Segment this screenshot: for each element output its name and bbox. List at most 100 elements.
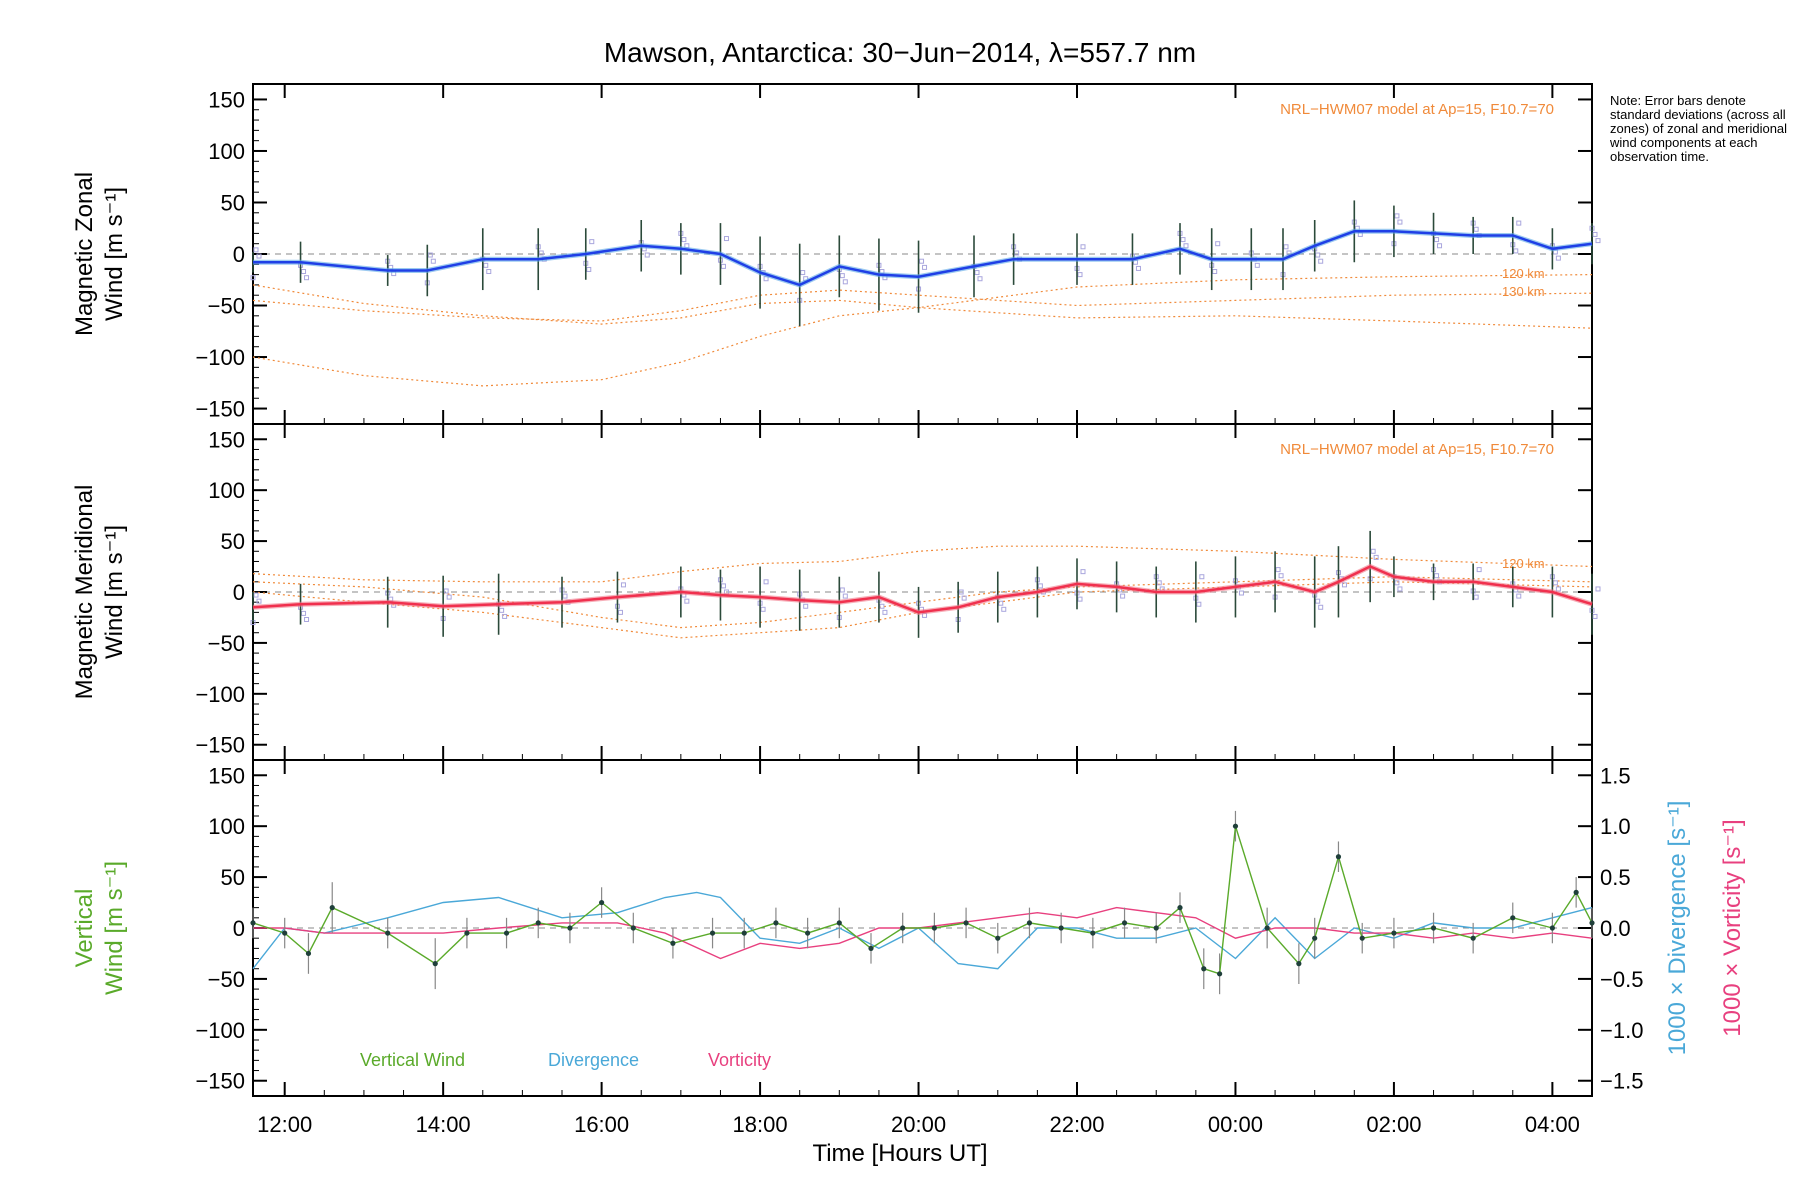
x-tick-label: 12:00	[257, 1112, 312, 1137]
right-tick-label: 0.5	[1600, 865, 1631, 890]
scatter-point-zonal	[1254, 262, 1260, 268]
chart-title: Mawson, Antarctica: 30−Jun−2014, λ=557.7…	[604, 37, 1196, 68]
scatter-point-zonal	[486, 269, 492, 275]
scatter-point-zonal	[1555, 255, 1561, 261]
scatter-point-meridional	[961, 595, 967, 601]
scatter-point-zonal	[842, 279, 848, 285]
y-tick-label-zonal: 50	[221, 190, 245, 215]
model-label-meridional: NRL−HWM07 model at Ap=15, F10.7=70	[1280, 441, 1554, 458]
x-tick-label: 22:00	[1049, 1112, 1104, 1137]
scatter-point-meridional	[1595, 586, 1601, 592]
vertical-wind-point	[1589, 920, 1595, 926]
scatter-point-meridional	[301, 610, 307, 616]
y-tick-label-meridional: −150	[195, 733, 245, 758]
vertical-wind-point	[282, 930, 288, 936]
y-tick-label-zonal: −150	[195, 397, 245, 422]
scatter-point-meridional	[1196, 601, 1202, 607]
vertical-wind-point	[868, 945, 874, 951]
x-tick-label: 14:00	[416, 1112, 471, 1137]
scatter-point-zonal	[977, 276, 983, 282]
x-tick-label: 16:00	[574, 1112, 629, 1137]
y-tick-label-vertical: 100	[208, 814, 245, 839]
model-curve-meridional	[252, 581, 1593, 639]
vertical-wind-point	[1201, 966, 1207, 972]
scatter-point-meridional	[1156, 580, 1162, 586]
scatter-point-zonal	[1473, 226, 1479, 232]
scatter-point-zonal	[1215, 241, 1221, 247]
vertical-wind-point	[709, 930, 716, 936]
vertical-wind-point	[250, 920, 256, 926]
scatter-point-zonal	[1434, 237, 1440, 243]
y-tick-label-vertical: 150	[208, 763, 245, 788]
scatter-point-meridional	[1315, 598, 1321, 604]
y-tick-label-zonal: −100	[195, 345, 245, 370]
vertical-wind-point	[995, 935, 1001, 941]
scatter-point-meridional	[1394, 580, 1400, 586]
y-tick-label-meridional: 50	[221, 529, 245, 554]
right-tick-label: 1.0	[1600, 814, 1631, 839]
x-tick-label: 04:00	[1525, 1112, 1580, 1137]
scatter-point-meridional	[720, 583, 726, 589]
legend-entry-2: Vorticity	[708, 1050, 771, 1070]
y-axis-label-line2-meridional: Wind [m s⁻¹]	[101, 525, 128, 659]
scatter-point-meridional	[620, 582, 626, 588]
model-height-label-zonal: 130 km	[1502, 284, 1545, 299]
scatter-point-zonal	[1135, 265, 1141, 271]
scatter-point-zonal	[1080, 244, 1086, 250]
right-axis-label-vorticity: 1000 × Vorticity [s⁻¹]	[1719, 819, 1746, 1036]
scatter-point-zonal	[1437, 243, 1443, 249]
scatter-point-meridional	[1516, 593, 1522, 599]
scatter-point-zonal	[800, 270, 806, 276]
y-axis-label-line2-vertical: Wind [m s⁻¹]	[101, 861, 128, 995]
scatter-point-meridional	[562, 593, 568, 599]
vertical-wind-point	[1177, 905, 1183, 911]
vertical-wind-point	[1026, 920, 1033, 926]
vertical-wind-point	[503, 930, 510, 936]
scatter-point-meridional	[1238, 590, 1244, 596]
vertical-wind-point	[1549, 925, 1555, 931]
scatter-point-zonal	[1397, 219, 1403, 225]
vertical-wind-point	[963, 920, 969, 926]
legend-entry-1: Divergence	[548, 1050, 639, 1070]
scatter-point-meridional	[1318, 604, 1324, 610]
vertical-wind-point	[836, 920, 842, 926]
error-bar-note-box: Note: Error bars denote standard deviati…	[1610, 94, 1788, 164]
scatter-point-meridional	[684, 598, 690, 604]
scatter-point-zonal	[1315, 252, 1321, 258]
scatter-point-zonal	[304, 275, 310, 281]
vertical-wind-point	[464, 930, 470, 936]
vertical-wind-point	[1121, 920, 1128, 926]
scatter-point-meridional	[998, 600, 1004, 606]
scatter-point-zonal	[301, 269, 307, 275]
vertical-wind-point	[1430, 925, 1437, 931]
scatter-point-meridional	[443, 588, 449, 594]
scatter-point-zonal	[538, 250, 544, 256]
vertical-wind-point	[630, 925, 636, 931]
vertical-wind-point	[1264, 925, 1270, 931]
scatter-point-meridional	[256, 598, 262, 604]
y-tick-label-zonal: 150	[208, 87, 245, 112]
scatter-point-zonal	[681, 237, 687, 243]
scatter-point-meridional	[1199, 574, 1205, 580]
y-tick-label-zonal: −50	[208, 294, 245, 319]
scatter-point-zonal	[430, 258, 436, 264]
scatter-point-meridional	[879, 603, 885, 609]
y-tick-label-meridional: 100	[208, 478, 245, 503]
vertical-wind-point	[931, 925, 937, 931]
x-tick-label: 02:00	[1366, 1112, 1421, 1137]
right-tick-label: −1.5	[1600, 1069, 1643, 1094]
scatter-point-meridional	[253, 592, 259, 598]
scatter-point-zonal	[1180, 237, 1186, 243]
vertical-wind-point	[670, 940, 676, 946]
vertical-wind-line	[252, 825, 1593, 975]
y-tick-label-vertical: −100	[195, 1018, 245, 1043]
vertical-wind-point	[1470, 935, 1476, 941]
error-bar-note: Note: Error bars denote standard deviati…	[1610, 94, 1788, 164]
scatter-point-zonal	[1183, 243, 1189, 249]
x-tick-label: 20:00	[891, 1112, 946, 1137]
vertical-wind-point	[1510, 915, 1516, 921]
y-axis-label-line1-zonal: Magnetic Zonal	[71, 172, 98, 336]
y-axis-label-line2-zonal: Wind [m s⁻¹]	[101, 187, 128, 321]
scatter-point-meridional	[1370, 548, 1376, 554]
x-axis-label: Time [Hours UT]	[812, 1140, 987, 1167]
